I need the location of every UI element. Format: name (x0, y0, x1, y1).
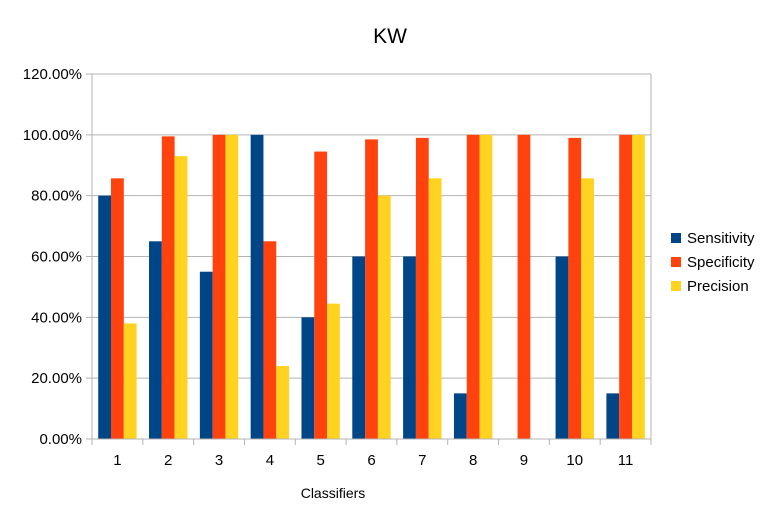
bar-specificity-8 (466, 134, 480, 440)
legend-swatch-precision (671, 281, 681, 291)
bar-specificity-5 (314, 151, 328, 439)
bar-sensitivity-4 (250, 134, 264, 440)
bar-precision-7 (428, 178, 442, 439)
bar-sensitivity-5 (301, 317, 315, 439)
bar-precision-6 (377, 195, 391, 439)
y-tick-label: 100.00% (23, 127, 82, 144)
x-tick-label: 11 (618, 452, 634, 469)
x-tick-label: 5 (317, 452, 325, 469)
bar-sensitivity-1 (98, 195, 112, 439)
bar-specificity-1 (111, 178, 124, 439)
bar-sensitivity-8 (453, 393, 467, 439)
bar-sensitivity-11 (606, 393, 620, 439)
legend-swatch-specificity (671, 257, 681, 267)
y-tick-label: 80.00% (31, 188, 82, 205)
bar-precision-5 (327, 303, 340, 439)
bar-specificity-10 (568, 137, 582, 439)
bar-precision-11 (631, 134, 645, 440)
bar-precision-3 (225, 134, 239, 440)
legend-label-precision: Precision (687, 278, 749, 295)
y-tick-label: 20.00% (31, 370, 82, 387)
bar-specificity-7 (415, 137, 429, 439)
bars (98, 134, 645, 440)
x-tick-label: 10 (566, 452, 583, 469)
x-tick-label: 3 (215, 452, 223, 469)
bar-precision-2 (174, 156, 188, 439)
bar-specificity-4 (263, 241, 277, 439)
legend-label-sensitivity: Sensitivity (687, 230, 755, 247)
x-tick-label: 7 (418, 452, 426, 469)
x-tick-label: 4 (266, 452, 274, 469)
legend-label-specificity: Specificity (687, 254, 755, 271)
y-tick-label: 40.00% (31, 309, 82, 326)
x-tick-label: 2 (164, 452, 172, 469)
x-axis-label: Classifiers (301, 485, 366, 501)
bar-precision-1 (123, 323, 137, 439)
bar-sensitivity-6 (352, 256, 366, 439)
bar-specificity-9 (517, 134, 531, 440)
bar-specificity-3 (212, 134, 226, 440)
bar-precision-4 (276, 366, 290, 439)
legend-swatch-sensitivity (671, 233, 681, 243)
x-tick-label: 9 (520, 452, 528, 469)
bar-sensitivity-3 (199, 271, 213, 439)
y-tick-label: 0.00% (39, 431, 82, 448)
bar-sensitivity-10 (555, 256, 569, 439)
bar-precision-10 (581, 178, 594, 439)
bar-specificity-2 (161, 136, 175, 439)
bar-specificity-11 (619, 134, 632, 440)
legend: Sensitivity Specificity Precision (671, 230, 755, 295)
bar-sensitivity-7 (403, 256, 416, 439)
x-tick-label: 6 (367, 452, 375, 469)
bar-precision-8 (479, 134, 493, 440)
y-tick-label: 60.00% (31, 249, 82, 266)
x-tick-label: 8 (469, 452, 477, 469)
x-tick-label: 1 (113, 452, 121, 469)
chart-title: KW (373, 25, 407, 48)
bar-sensitivity-2 (149, 241, 162, 439)
axes: 0.00% 20.00% 40.00% 60.00% 80.00% 100.00% 120.… (23, 66, 652, 469)
y-tick-label: 120.00% (23, 66, 82, 83)
bar-specificity-6 (365, 139, 378, 440)
